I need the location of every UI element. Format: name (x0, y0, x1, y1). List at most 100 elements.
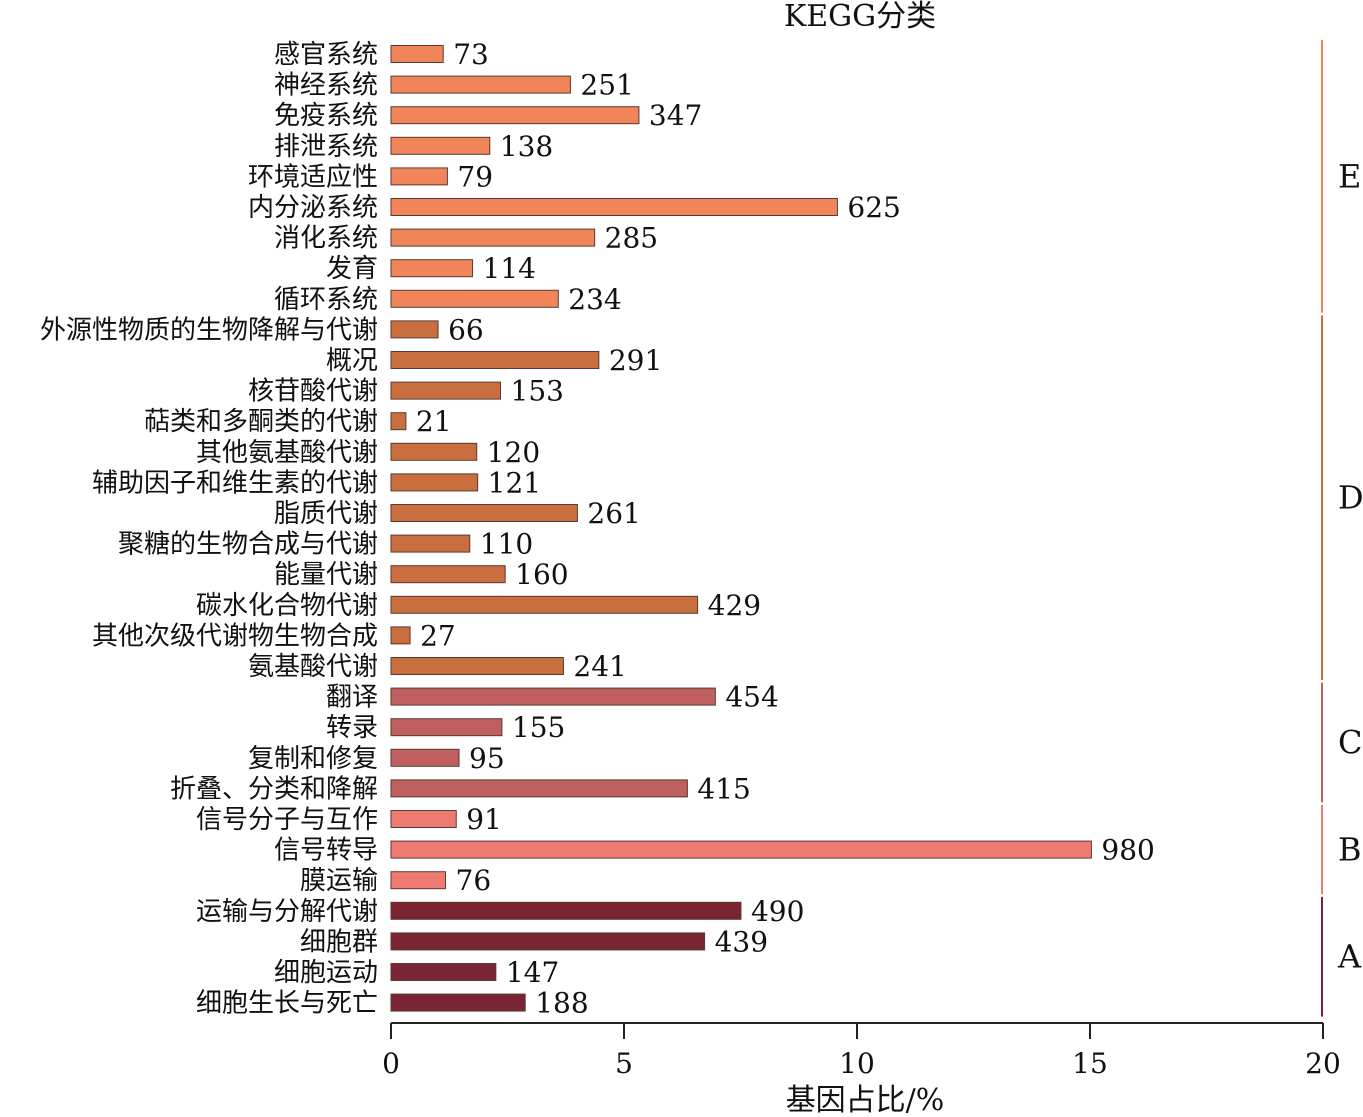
category-label: 概况 (326, 346, 378, 376)
group-label: C (1338, 724, 1362, 762)
x-tick-label: 20 (1305, 1047, 1341, 1080)
category-label: 感官系统 (274, 40, 378, 70)
bar-value-label: 73 (453, 38, 489, 71)
bar-value-label: 153 (511, 375, 564, 408)
bar (390, 565, 506, 584)
category-label: 膜运输 (300, 866, 378, 896)
category-label: 碳水化合物代谢 (196, 591, 378, 621)
category-label: 发育 (326, 254, 378, 284)
bar (390, 228, 596, 247)
bar (390, 289, 559, 308)
bar-value-label: 91 (466, 803, 502, 836)
bar (390, 963, 497, 981)
group-label: D (1338, 479, 1363, 517)
bar (390, 810, 457, 828)
bar (390, 136, 491, 155)
bar (390, 901, 742, 920)
bar-value-label: 110 (480, 528, 533, 561)
bar (390, 687, 716, 706)
bar-value-label: 95 (469, 742, 505, 775)
bar-value-label: 261 (587, 497, 640, 530)
category-label: 免疫系统 (274, 101, 378, 131)
bar-value-label: 66 (448, 313, 484, 346)
category-label: 细胞运动 (274, 958, 378, 988)
bar (390, 932, 706, 951)
bar-value-label: 138 (500, 130, 553, 163)
category-label: 其他次级代谢物生物合成 (92, 621, 378, 651)
bar (390, 351, 600, 369)
bar (390, 534, 471, 553)
category-label: 外源性物质的生物降解与代谢 (40, 315, 378, 345)
bar-value-label: 120 (487, 436, 540, 469)
bar-value-label: 121 (488, 466, 541, 499)
bar (390, 320, 439, 339)
bar (390, 198, 838, 216)
bar (390, 748, 460, 767)
bar (390, 657, 564, 675)
category-label: 复制和修复 (248, 744, 378, 774)
bar (390, 993, 526, 1012)
bar-value-label: 114 (483, 252, 536, 285)
bar (390, 504, 578, 522)
category-label: 内分泌系统 (248, 193, 378, 223)
category-label: 辅助因子和维生素的代谢 (92, 468, 378, 498)
bar (390, 167, 448, 186)
x-axis: 0 5 10 15 20 (382, 1022, 1341, 1080)
bar-value-label: 188 (535, 987, 588, 1020)
group-label: B (1338, 831, 1362, 869)
category-label: 环境适应性 (248, 162, 378, 192)
category-label: 萜类和多酮类的代谢 (144, 407, 378, 437)
bar-value-label: 980 (1101, 834, 1154, 867)
category-label: 能量代谢 (274, 560, 378, 590)
bar-value-label: 625 (847, 191, 900, 224)
group-brackets: E D C B A (1321, 40, 1363, 1017)
x-tick-label: 10 (839, 1047, 875, 1080)
x-axis-label: 基因占比/% (786, 1083, 945, 1117)
category-label: 聚糖的生物合成与代谢 (118, 530, 378, 560)
bar-value-label: 285 (605, 222, 658, 255)
bar-value-label: 429 (708, 589, 761, 622)
x-tick-label: 5 (615, 1047, 633, 1080)
bar-value-label: 155 (512, 711, 565, 744)
bar-value-label: 76 (456, 864, 492, 897)
bar (390, 718, 503, 737)
bar (390, 45, 444, 63)
bar (390, 779, 688, 798)
x-tick-label: 15 (1072, 1047, 1108, 1080)
bar-value-label: 251 (580, 69, 633, 102)
bar (390, 595, 699, 614)
category-label: 折叠、分类和降解 (170, 774, 378, 804)
bar (390, 473, 479, 492)
bar (390, 259, 474, 278)
category-label: 信号转导 (274, 836, 378, 866)
bar-value-label: 291 (609, 344, 662, 377)
bar (390, 442, 478, 461)
bar (390, 871, 447, 890)
bar-value-label: 241 (573, 650, 626, 683)
x-tick-label: 0 (382, 1047, 400, 1080)
bar-value-label: 439 (715, 925, 768, 958)
bar-value-label: 347 (649, 99, 702, 132)
category-label: 神经系统 (274, 71, 378, 101)
bar (390, 75, 571, 94)
category-label: 氨基酸代谢 (248, 652, 378, 682)
bar-value-label: 27 (420, 619, 456, 652)
bar-value-label: 21 (416, 405, 452, 438)
category-label: 翻译 (326, 683, 378, 713)
category-label: 信号分子与互作 (196, 805, 378, 835)
category-label: 细胞生长与死亡 (196, 989, 378, 1019)
category-label: 细胞群 (300, 927, 378, 957)
bar-value-label: 234 (568, 283, 621, 316)
bar-value-label: 490 (751, 895, 804, 928)
bar-value-label: 415 (697, 772, 750, 805)
category-label: 脂质代谢 (274, 499, 378, 529)
category-label: 其他氨基酸代谢 (196, 438, 378, 468)
chart-title: KEGG分类 (784, 0, 936, 34)
category-label: 核苷酸代谢 (248, 377, 378, 407)
bar-value-label: 79 (457, 160, 493, 193)
category-label: 消化系统 (274, 224, 378, 254)
bar (390, 626, 411, 645)
category-label: 运输与分解代谢 (196, 897, 378, 927)
